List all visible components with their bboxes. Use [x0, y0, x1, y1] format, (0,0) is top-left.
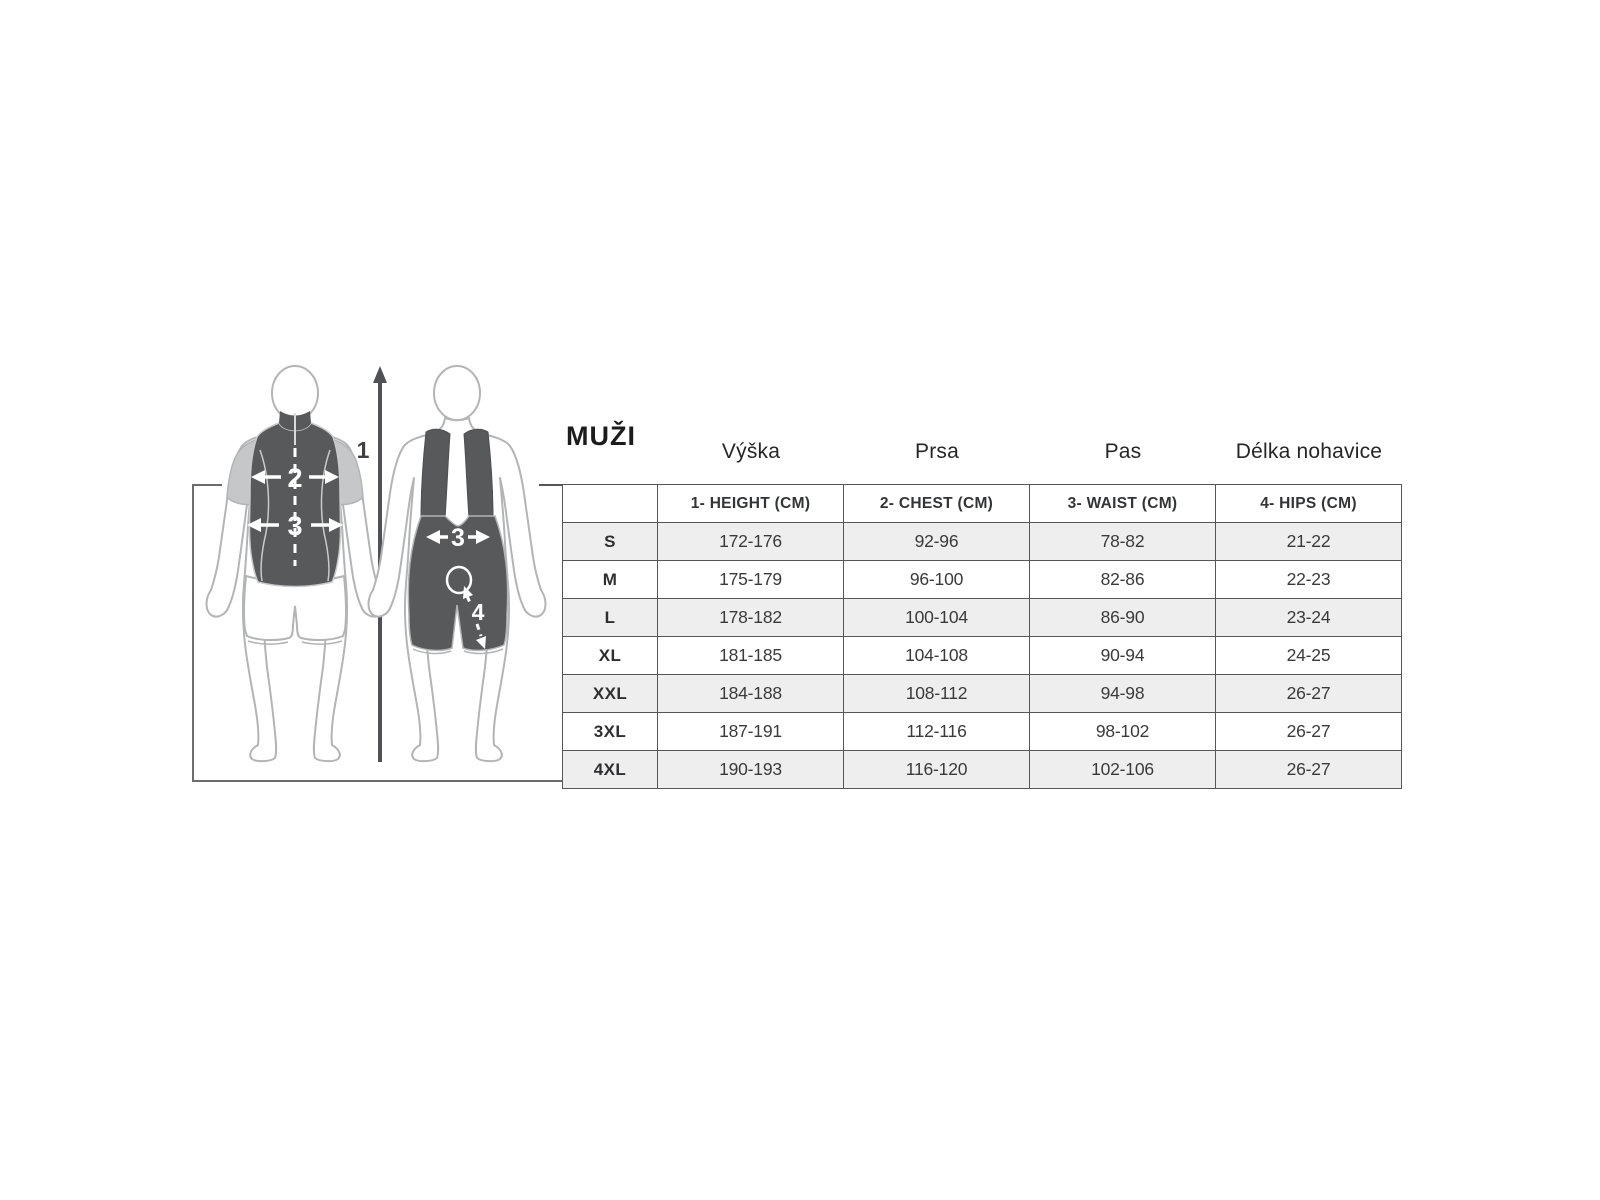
cell-hips: 23-24: [1215, 598, 1402, 637]
size-label: L: [562, 598, 658, 637]
subheader-height: 1- HEIGHT (CM): [657, 484, 844, 523]
crotch-circle: [445, 565, 473, 595]
cell-hips: 21-22: [1215, 522, 1402, 561]
cell-waist: 102-106: [1029, 750, 1216, 789]
measurement-diagram: 2 3 1: [192, 365, 570, 782]
cell-waist: 98-102: [1029, 712, 1216, 751]
cell-height: 190-193: [657, 750, 844, 789]
height-arrow-label: 1: [357, 437, 370, 463]
table-row-s: S 172-176 92-96 78-82 21-22: [562, 522, 1402, 561]
cell-waist: 82-86: [1029, 560, 1216, 599]
cell-chest: 100-104: [843, 598, 1030, 637]
bib-hem-line: [463, 648, 504, 655]
chest-arrow: 2: [251, 463, 339, 493]
bib-shorts-figure: 3 4: [367, 365, 547, 763]
subheader-chest: 2- CHEST (CM): [843, 484, 1030, 523]
table-row-m: M 175-179 96-100 82-86 22-23: [562, 560, 1402, 599]
size-label: 4XL: [562, 750, 658, 789]
cell-hips: 22-23: [1215, 560, 1402, 599]
frame-bracket: [192, 484, 565, 782]
jersey-seam: [259, 449, 270, 582]
cell-chest: 104-108: [843, 636, 1030, 675]
cell-chest: 92-96: [843, 522, 1030, 561]
jersey-waist-arrow-label: 3: [287, 511, 302, 541]
cell-height: 178-182: [657, 598, 844, 637]
subheader-hips: 4- HIPS (CM): [1215, 484, 1402, 523]
cell-height: 181-185: [657, 636, 844, 675]
table-title: MUŽI: [566, 421, 636, 451]
inseam-arrow: 4: [445, 565, 486, 649]
jersey-figure: 2 3: [205, 365, 385, 763]
column-title-leg-length: Délka nohavice: [1235, 440, 1383, 463]
column-title-chest: Prsa: [915, 440, 959, 463]
cell-height: 187-191: [657, 712, 844, 751]
column-title-waist: Pas: [1104, 440, 1142, 463]
chest-arrow-label: 2: [287, 463, 302, 493]
column-title-height: Výška: [721, 440, 781, 463]
shorts-hem-line: [247, 640, 289, 645]
left-bib-strap: [420, 428, 451, 519]
jersey-waist-arrow: 3: [247, 511, 343, 541]
cell-chest: 116-120: [843, 750, 1030, 789]
size-label: XXL: [562, 674, 658, 713]
size-label: S: [562, 522, 658, 561]
cell-height: 175-179: [657, 560, 844, 599]
white-shorts: [242, 574, 348, 642]
column-titles-row: Výška Prsa Pas Délka nohavice: [658, 440, 1402, 464]
bib-waist-arrow-label: 3: [451, 524, 465, 552]
right-bib-strap: [463, 428, 494, 519]
size-table: 1- HEIGHT (CM) 2- CHEST (CM) 3- WAIST (C…: [562, 484, 1402, 789]
cell-chest: 108-112: [843, 674, 1030, 713]
cell-waist: 86-90: [1029, 598, 1216, 637]
bib-hem-line: [412, 648, 452, 655]
cell-waist: 94-98: [1029, 674, 1216, 713]
corner-cell: [562, 484, 658, 523]
table-row-xxl: XXL 184-188 108-112 94-98 26-27: [562, 674, 1402, 713]
bib-waist-arrow: 3: [426, 524, 490, 552]
size-label: XL: [562, 636, 658, 675]
cell-hips: 26-27: [1215, 674, 1402, 713]
cell-waist: 78-82: [1029, 522, 1216, 561]
table-row-xl: XL 181-185 104-108 90-94 24-25: [562, 636, 1402, 675]
size-label: 3XL: [562, 712, 658, 751]
cell-hips: 26-27: [1215, 712, 1402, 751]
cell-hips: 24-25: [1215, 636, 1402, 675]
jersey-seam: [320, 449, 331, 582]
cell-waist: 90-94: [1029, 636, 1216, 675]
subheader-waist: 3- WAIST (CM): [1029, 484, 1216, 523]
shorts-hem-line: [301, 640, 343, 645]
bib-shorts-body: [407, 515, 509, 652]
cell-chest: 112-116: [843, 712, 1030, 751]
size-label: M: [562, 560, 658, 599]
cell-hips: 26-27: [1215, 750, 1402, 789]
table-subheader-row: 1- HEIGHT (CM) 2- CHEST (CM) 3- WAIST (C…: [562, 484, 1402, 523]
table-row-l: L 178-182 100-104 86-90 23-24: [562, 598, 1402, 637]
table-row-4xl: 4XL 190-193 116-120 102-106 26-27: [562, 750, 1402, 789]
cell-chest: 96-100: [843, 560, 1030, 599]
cell-height: 184-188: [657, 674, 844, 713]
cell-height: 172-176: [657, 522, 844, 561]
inseam-arrow-label: 4: [472, 599, 485, 625]
table-row-3xl: 3XL 187-191 112-116 98-102 26-27: [562, 712, 1402, 751]
